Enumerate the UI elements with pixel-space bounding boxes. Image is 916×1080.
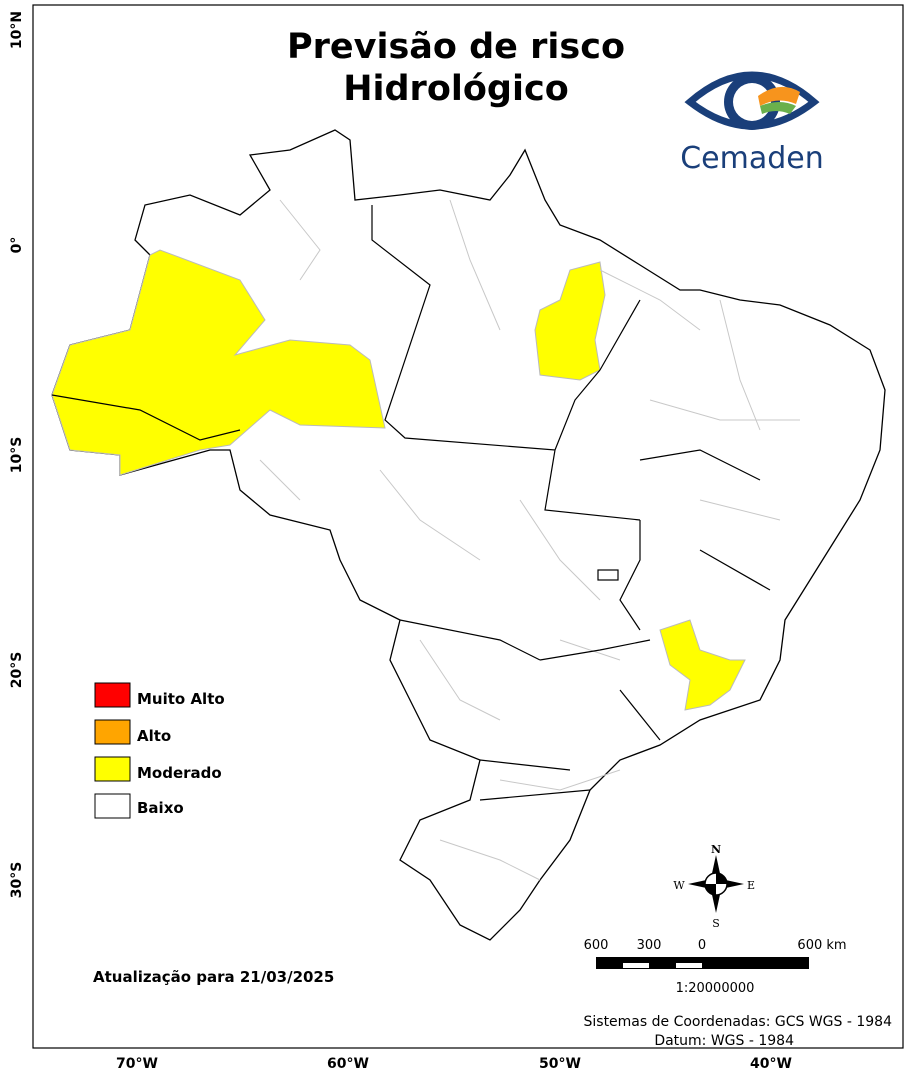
legend-label: Alto — [137, 727, 171, 745]
latitude-label: 30°S — [9, 862, 25, 899]
credit-line: Sistemas de Coordenadas: GCS WGS - 1984 — [584, 1014, 893, 1030]
legend-swatch — [94, 682, 131, 708]
longitude-label: 40°W — [750, 1056, 792, 1072]
logo: Cemaden — [680, 71, 824, 176]
scale-bar: 600 300 0 600 km 1:20000000 — [584, 938, 847, 996]
title-line: Previsão de risco — [287, 27, 625, 67]
title-line: Hidrológico — [343, 69, 569, 109]
scale-label: 600 km — [797, 938, 846, 953]
moderate-region-mg — [659, 619, 746, 711]
longitude-label: 70°W — [116, 1056, 158, 1072]
longitude-label: 60°W — [327, 1056, 369, 1072]
legend-swatch — [94, 793, 131, 819]
scale-label: 0 — [698, 938, 706, 953]
legend-label: Moderado — [137, 764, 222, 782]
compass: N S W E — [673, 843, 755, 930]
legend-swatch — [94, 756, 131, 782]
latitude-label: 0° — [9, 237, 25, 254]
update-note: Atualização para 21/03/2025 — [93, 968, 334, 986]
scale-ratio: 1:20000000 — [676, 981, 755, 996]
compass-label: N — [711, 843, 721, 856]
scale-label: 600 — [584, 938, 609, 953]
longitude-label: 50°W — [539, 1056, 581, 1072]
legend: Muito Alto Alto Moderado Baixo — [94, 682, 225, 819]
moderate-region-west — [51, 249, 386, 476]
compass-label: W — [673, 879, 685, 892]
moderate-region-para — [534, 261, 606, 381]
compass-label: E — [747, 879, 755, 892]
legend-swatch — [94, 719, 131, 745]
moderate-regions — [51, 249, 746, 711]
legend-label: Baixo — [137, 799, 184, 817]
latitude-label: 10°N — [9, 11, 25, 49]
state-borders — [51, 205, 771, 801]
legend-label: Muito Alto — [137, 690, 225, 708]
brazil-outline — [51, 129, 886, 941]
scale-label: 300 — [637, 938, 662, 953]
latitude-label: 10°S — [9, 437, 25, 474]
credit-line: Datum: WGS - 1984 — [654, 1033, 794, 1049]
latitude-label: 20°S — [9, 652, 25, 689]
compass-label: S — [712, 917, 720, 930]
logo-text: Cemaden — [680, 141, 824, 176]
municipal-borders — [259, 199, 800, 881]
